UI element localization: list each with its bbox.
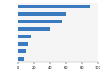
Bar [18, 20, 62, 23]
Bar [18, 42, 28, 46]
Bar [18, 57, 24, 61]
Bar [18, 12, 66, 16]
Bar [18, 35, 31, 38]
Bar [18, 49, 26, 53]
Bar [18, 5, 90, 8]
Bar [18, 27, 50, 31]
